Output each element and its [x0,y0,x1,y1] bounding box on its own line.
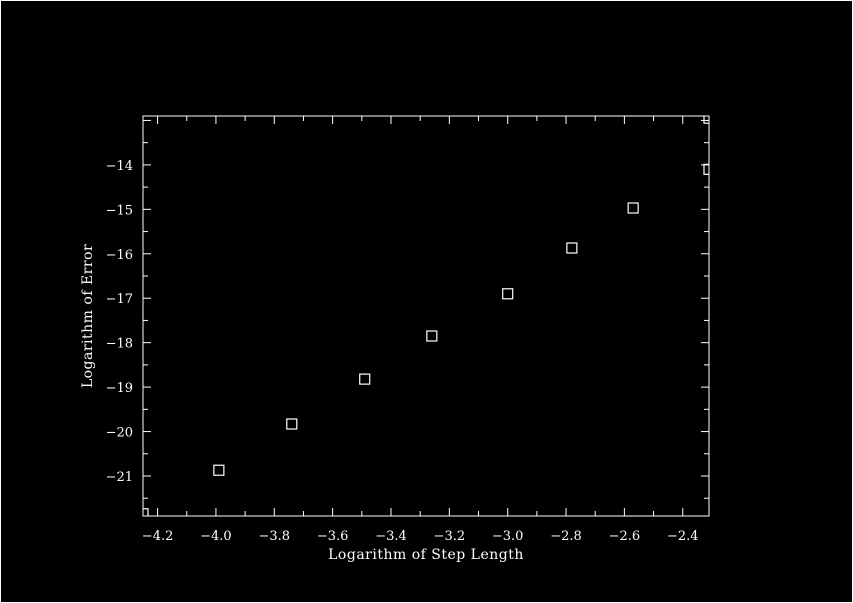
x-axis-title: Logarithm of Step Length [328,547,524,563]
x-tick-label: −2.6 [609,529,641,544]
x-tick-label: −3.2 [434,529,466,544]
data-point [502,288,514,300]
plot-layer: −4.2 −4.0 −3.8 −3.6 −3.4 −3.2 −3.0 −2.8 −2.6 −2.4… [106,115,710,544]
data-point [426,330,438,342]
x-tick-label: −3.8 [258,529,290,544]
y-tick-label: −21 [106,470,133,485]
x-tick-label: −2.4 [667,529,699,544]
x-tick-label: −4.2 [142,529,174,544]
x-tick-label: −3.4 [375,529,407,544]
data-point [703,116,709,124]
x-tick-label: −4.0 [200,529,232,544]
y-axis-title: Logarithm of Error [80,244,96,388]
data-point [566,242,578,254]
y-tick-label: −19 [106,381,133,396]
data-point [213,464,225,476]
y-tick-label: −14 [106,159,133,174]
y-tick-label: −16 [106,248,133,263]
data-point [286,418,298,430]
y-tick-label: −18 [106,337,133,352]
y-tick-label: −15 [106,203,133,218]
data-point [627,202,639,214]
data-point [359,373,371,385]
x-tick-label: −2.8 [550,529,582,544]
data-point [703,163,709,175]
x-tick-label: −3.6 [317,529,349,544]
y-tick-label: −20 [106,426,133,441]
y-tick-label: −17 [106,292,133,307]
x-tick-label: −3.0 [492,529,524,544]
data-point [143,508,149,516]
plot-frame [142,115,710,517]
